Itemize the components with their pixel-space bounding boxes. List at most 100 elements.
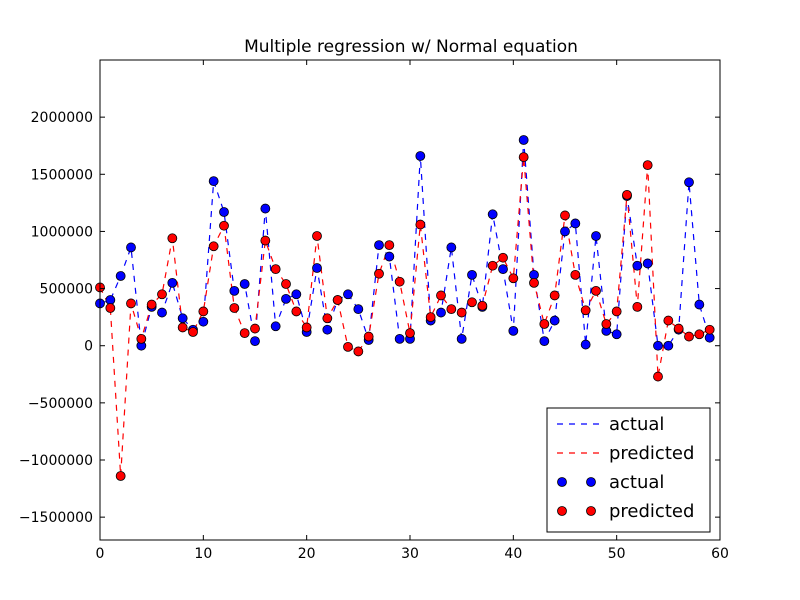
data-point-predicted [570,269,581,280]
legend-predicted-marker-label: predicted [609,501,694,522]
data-point-actual [467,269,477,280]
legend-predicted-line-label: predicted [609,443,694,464]
data-point-predicted [374,268,384,279]
y-tick-label: −500000 [28,396,93,412]
y-tick-label: 2000000 [31,110,93,126]
data-point-predicted [653,371,663,382]
data-point-actual [591,231,601,241]
data-point-predicted [704,324,715,335]
x-tick-label: 20 [298,546,316,562]
data-point-actual [653,340,663,351]
data-point-predicted [188,327,198,337]
data-point-actual [611,329,622,340]
data-point-predicted [508,273,519,284]
data-point-actual [487,209,498,220]
data-point-predicted [622,189,632,200]
data-point-predicted [529,277,539,288]
legend-predicted-marker-swatch-1 [557,506,567,516]
data-point-predicted [322,313,333,324]
data-point-predicted [663,315,674,326]
y-tick-label: 0 [84,339,93,355]
data-point-actual [436,307,446,318]
data-point-predicted [446,304,457,315]
data-point-predicted [126,298,136,309]
data-point-actual [270,321,281,332]
legend-actual-marker-label: actual [609,472,664,493]
data-point-predicted [487,260,498,271]
data-point-actual [157,307,167,318]
data-point-predicted [105,303,116,313]
data-point-predicted [239,328,250,339]
data-point-predicted [384,240,395,251]
data-point-predicted [684,331,694,342]
data-point-predicted [498,252,508,263]
data-point-predicted [332,295,343,305]
data-point-predicted [405,328,415,339]
data-point-predicted [456,307,467,318]
data-point-actual [694,299,705,310]
data-point-predicted [157,289,167,300]
data-point-predicted [694,329,705,340]
data-point-actual [498,264,508,275]
data-point-actual [374,240,384,251]
data-point-actual [456,333,467,344]
data-point-actual [632,260,643,271]
data-point-predicted [632,301,643,312]
data-point-actual [208,176,219,187]
x-tick-label: 0 [96,546,105,562]
data-point-predicted [250,323,260,334]
data-point-actual [570,218,581,229]
data-point-predicted [642,160,653,171]
data-point-predicted [518,152,529,163]
data-point-actual [219,207,229,217]
data-point-actual [281,293,291,304]
data-point-predicted [219,220,229,231]
data-point-actual [353,304,364,315]
data-point-actual [518,135,529,145]
data-point-actual [167,277,178,288]
data-point-predicted [291,306,302,317]
data-point-actual [384,251,395,262]
x-tick-label: 60 [711,546,729,562]
data-point-actual [663,340,674,351]
data-point-predicted [136,333,147,344]
data-point-predicted [229,303,240,313]
series-layer [95,135,715,481]
data-point-predicted [260,235,271,246]
data-point-actual [343,289,353,300]
data-point-actual [446,242,457,253]
data-point-predicted [467,297,477,308]
data-point-predicted [270,264,281,275]
data-point-actual [229,285,240,296]
data-point-predicted [539,319,550,329]
data-point-predicted [611,306,622,317]
data-point-actual [126,242,136,253]
data-point-actual [322,324,333,335]
data-point-predicted [198,306,209,317]
data-point-predicted [177,322,188,333]
data-point-actual [177,313,188,324]
y-tick-label: 1000000 [31,224,93,240]
data-point-actual [115,271,126,281]
x-tick-label: 30 [401,546,419,562]
data-point-actual [580,339,591,350]
x-tick-label: 40 [504,546,522,562]
data-point-predicted [343,341,353,352]
data-point-actual [508,325,519,336]
data-point-actual [684,177,694,188]
data-point-actual [642,258,653,269]
data-point-actual [260,203,271,214]
data-point-predicted [601,319,612,329]
data-point-actual [250,336,260,347]
data-point-predicted [363,331,374,342]
legend: actual predicted actual predicted [546,407,711,533]
chart-title: Multiple regression w/ Normal equation [244,37,578,57]
data-point-actual [198,316,209,327]
data-point-predicted [415,219,426,230]
data-point-actual [415,151,426,161]
legend-actual-line-label: actual [609,414,664,435]
data-point-actual [539,336,550,347]
data-point-predicted [477,300,488,311]
data-point-predicted [301,322,312,333]
